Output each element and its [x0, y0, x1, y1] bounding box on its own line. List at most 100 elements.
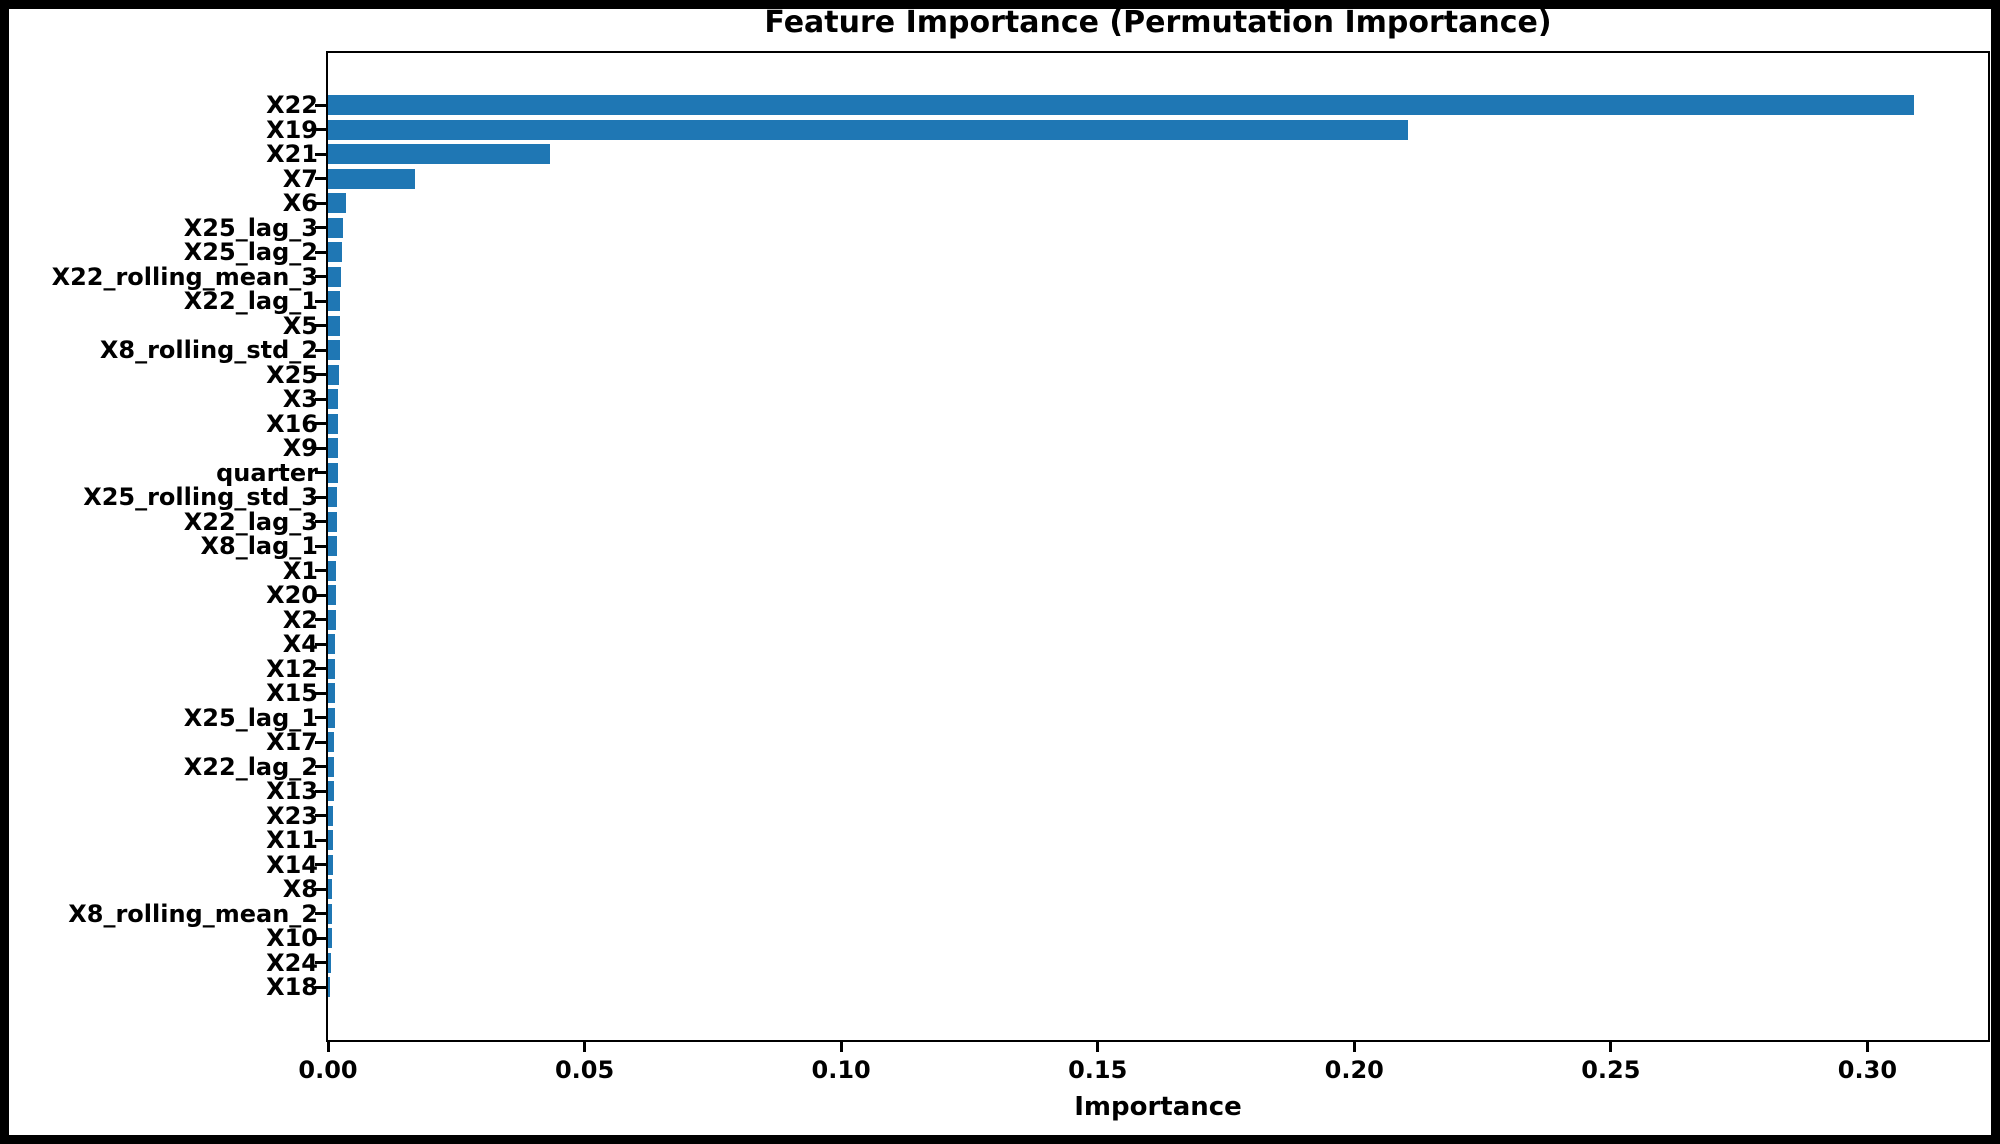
y-tick-X22_rolling_mean_3: [315, 275, 326, 278]
bar-X11: [328, 830, 333, 850]
y-tick-X8_lag_1: [315, 544, 326, 548]
y-tick-label-X13: X13: [266, 777, 318, 805]
y-tick-X22_lag_2: [315, 765, 326, 768]
bar-X25_lag_3: [328, 217, 343, 238]
bar-X13: [328, 781, 334, 801]
bar-X4: [328, 634, 335, 654]
y-tick-X23: [315, 814, 326, 817]
y-tick-label-X12: X12: [266, 654, 318, 683]
y-tick-X22: [315, 103, 326, 107]
x-axis-label: Importance: [1074, 1092, 1242, 1122]
x-tick-label-0.20: 0.20: [1324, 1056, 1384, 1084]
x-tick-label-0.25: 0.25: [1581, 1056, 1641, 1084]
bar-X8_rolling_mean_2: [328, 903, 332, 924]
y-tick-X4: [315, 642, 326, 646]
bar-X10: [328, 928, 332, 948]
y-tick-X3: [315, 397, 326, 401]
bar-X21: [328, 144, 550, 164]
y-tick-X18: [315, 985, 326, 989]
y-tick-label-X9: X9: [282, 434, 318, 462]
y-tick-X1: [315, 569, 326, 572]
y-tick-label-X19: X19: [266, 115, 318, 144]
y-tick-X12: [315, 667, 326, 670]
y-tick-quarter: [315, 471, 326, 474]
y-tick-label-X25_lag_1: X25_lag_1: [183, 703, 318, 732]
y-tick-X8_rolling_mean_2: [315, 912, 326, 915]
y-tick-X24: [315, 961, 326, 964]
bar-X24: [328, 952, 331, 973]
y-tick-label-X10: X10: [266, 924, 318, 952]
bar-X9: [328, 438, 338, 458]
y-tick-X11: [315, 838, 326, 842]
y-tick-X25_rolling_std_3: [315, 495, 326, 499]
x-tick-0.15: [1096, 1042, 1100, 1052]
y-tick-X13: [315, 789, 326, 793]
y-tick-label-X8_rolling_mean_2: X8_rolling_mean_2: [68, 899, 318, 928]
y-tick-X9: [315, 446, 326, 450]
bar-X22_lag_1: [328, 291, 340, 311]
bar-X25: [328, 364, 339, 385]
y-tick-X14: [315, 863, 326, 866]
y-tick-X21: [315, 152, 326, 156]
bar-X8: [328, 879, 332, 899]
y-tick-X25: [315, 373, 326, 376]
y-tick-label-quarter: quarter: [216, 458, 318, 487]
bar-X1: [328, 560, 336, 581]
y-tick-label-X11: X11: [266, 826, 318, 854]
bar-X19: [328, 119, 1408, 140]
y-tick-label-X1: X1: [282, 556, 318, 585]
y-tick-label-X7: X7: [282, 164, 318, 193]
x-tick-0.20: [1352, 1042, 1356, 1052]
bar-X22: [328, 95, 1914, 115]
y-tick-X7: [315, 177, 326, 180]
y-tick-X5: [315, 324, 326, 327]
x-tick-label-0.30: 0.30: [1837, 1056, 1898, 1084]
bar-X25_rolling_std_3: [328, 487, 337, 507]
x-tick-label-0.10: 0.10: [811, 1056, 871, 1084]
bar-X8_lag_1: [328, 536, 337, 556]
bar-X6: [328, 193, 346, 213]
y-tick-label-X24: X24: [266, 948, 318, 977]
y-tick-X22_lag_3: [315, 520, 326, 523]
y-tick-label-X25: X25: [266, 360, 318, 389]
y-tick-X10: [315, 936, 326, 940]
y-tick-label-X25_lag_3: X25_lag_3: [183, 213, 318, 242]
bar-X17: [328, 732, 334, 752]
y-tick-X8_rolling_std_2: [315, 348, 326, 352]
y-tick-label-X17: X17: [266, 728, 318, 756]
x-tick-label-0.05: 0.05: [554, 1056, 615, 1084]
y-tick-X2: [315, 618, 326, 621]
y-tick-X25_lag_2: [315, 250, 326, 254]
y-tick-label-X18: X18: [266, 973, 318, 1001]
bar-X22_lag_2: [328, 756, 334, 777]
y-tick-label-X8_lag_1: X8_lag_1: [200, 532, 318, 560]
y-tick-label-X21: X21: [266, 140, 318, 168]
y-tick-label-X16: X16: [266, 409, 318, 438]
bar-X3: [328, 389, 338, 409]
y-tick-label-X22: X22: [266, 91, 318, 119]
y-tick-label-X20: X20: [266, 581, 318, 609]
x-tick-label-0.00: 0.00: [298, 1056, 358, 1084]
bar-X15: [328, 683, 335, 703]
y-tick-X20: [315, 593, 326, 597]
bar-X12: [328, 658, 335, 679]
x-tick-0.30: [1865, 1042, 1869, 1052]
y-tick-label-X4: X4: [282, 630, 318, 658]
chart-title: Feature Importance (Permutation Importan…: [764, 5, 1552, 40]
bar-X8_rolling_std_2: [328, 340, 340, 360]
bar-X5: [328, 315, 340, 336]
y-tick-label-X5: X5: [282, 311, 318, 340]
bar-X2: [328, 609, 336, 630]
bar-X22_rolling_mean_3: [328, 266, 341, 287]
y-tick-label-X8_rolling_std_2: X8_rolling_std_2: [99, 336, 318, 364]
bar-X7: [328, 168, 415, 189]
y-tick-X6: [315, 201, 326, 205]
y-tick-X25_lag_3: [315, 226, 326, 229]
bar-quarter: [328, 462, 338, 483]
plot-area: [326, 51, 1990, 1042]
y-tick-X19: [315, 128, 326, 131]
y-tick-label-X2: X2: [282, 605, 318, 634]
y-tick-label-X25_lag_2: X25_lag_2: [183, 238, 318, 266]
bar-X16: [328, 413, 338, 434]
